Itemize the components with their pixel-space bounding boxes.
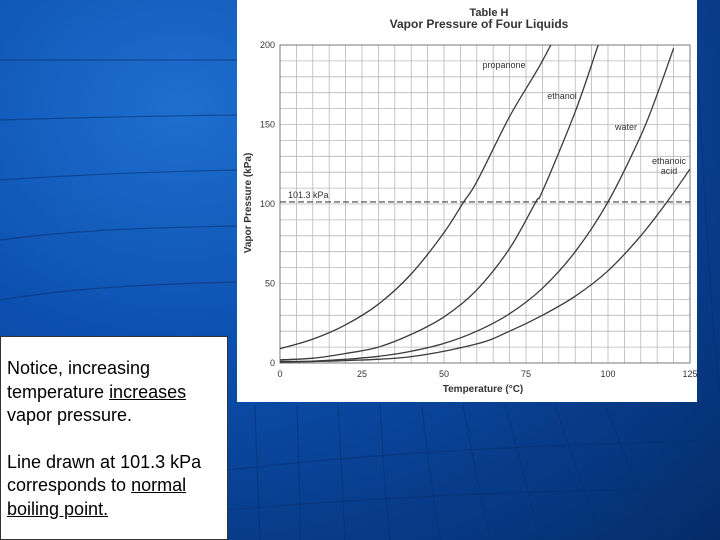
note-text: Line drawn at 101.3 kPa corresponds to (7, 451, 202, 496)
x-tick-label: 50 (439, 369, 449, 379)
note-paragraph-2: Line drawn at 101.3 kPa corresponds to n… (7, 451, 223, 522)
y-axis-label: Vapor Pressure (kPa) (243, 153, 254, 254)
series-label-ethanol: ethanol (547, 91, 577, 101)
y-tick-label: 150 (260, 120, 275, 130)
series-line-propanone (280, 45, 552, 350)
chart-panel: Table H Vapor Pressure of Four Liquids 1… (237, 0, 697, 402)
series-line-ethanol (280, 45, 599, 361)
note-underlined-term: normal boiling point. (7, 475, 187, 519)
plot-frame (279, 44, 691, 364)
x-tick-label: 125 (682, 369, 697, 379)
note-text: vapor pressure. (7, 405, 133, 425)
chart-series (280, 45, 690, 363)
chart-subtitle: Vapor Pressure of Four Liquids (390, 17, 569, 31)
note-text: Notice, increasing temperature (7, 358, 151, 402)
series-label-water: water (614, 122, 637, 132)
chart-grid (279, 44, 691, 364)
reference-line-label: 101.3 kPa (288, 190, 329, 200)
y-tick-label: 50 (265, 279, 275, 289)
chart-title: Table H (470, 7, 509, 19)
chart-ticks: 0 25 50 75 100 125 0 50 100 150 200 (260, 40, 697, 379)
series-label-propanone: propanone (482, 60, 525, 70)
series-label-ethanoic-acid: acid (661, 166, 678, 176)
series-line-water (280, 47, 675, 363)
series-line-ethanoic-acid (280, 168, 690, 363)
x-axis-label: Temperature (°C) (443, 384, 524, 395)
y-tick-label: 0 (270, 358, 275, 368)
y-tick-label: 100 (260, 199, 275, 209)
note-underlined-term: increases (109, 381, 187, 402)
y-tick-label: 200 (260, 40, 275, 50)
note-paragraph-1: Notice, increasing temperature increases… (7, 357, 223, 428)
x-tick-label: 25 (357, 369, 367, 379)
x-tick-label: 100 (600, 369, 615, 379)
vapor-pressure-chart: Table H Vapor Pressure of Four Liquids 1… (243, 7, 697, 395)
x-tick-label: 0 (277, 369, 282, 379)
note-box: Notice, increasing temperature increases… (0, 336, 228, 540)
series-label-ethanoic-acid: ethanoic (652, 156, 687, 166)
reference-line: 101.3 kPa (280, 190, 690, 203)
x-tick-label: 75 (521, 369, 531, 379)
